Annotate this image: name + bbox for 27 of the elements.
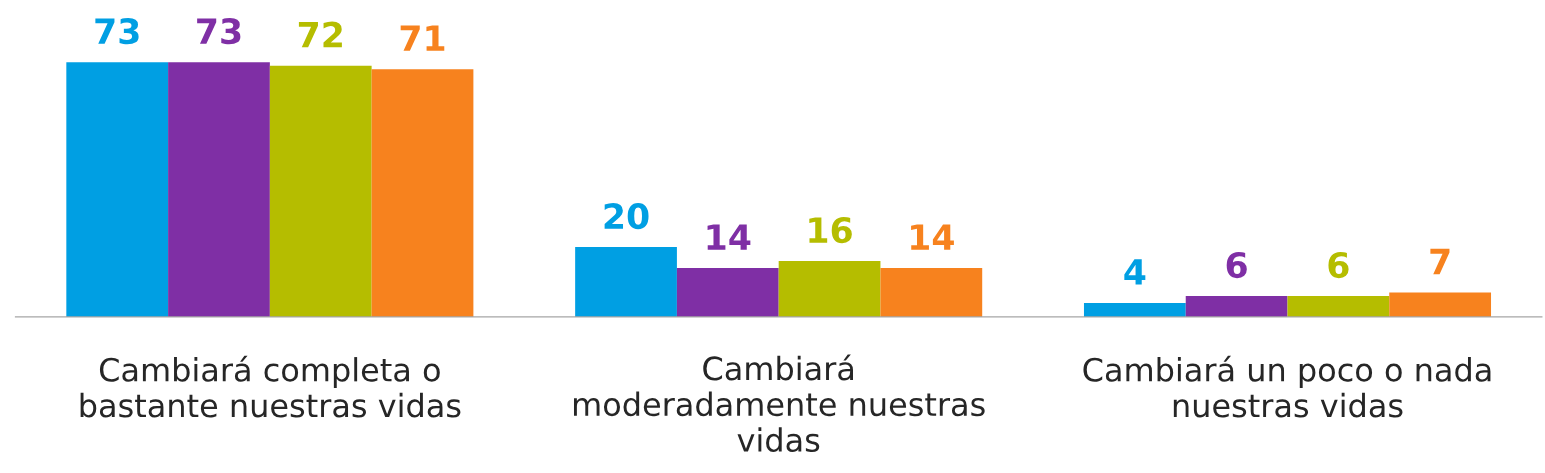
bar — [778, 261, 881, 317]
bar — [168, 62, 270, 317]
bar — [1287, 295, 1390, 317]
data-label: 14 — [707, 224, 751, 250]
bar — [66, 62, 169, 317]
data-label: 16 — [809, 217, 852, 244]
data-label: 14 — [911, 224, 954, 250]
data-label: 73 — [197, 18, 241, 45]
x-tick-label: Cambiará moderadamente nuestras vidas — [574, 354, 985, 453]
data-label: 6 — [1226, 251, 1247, 279]
data-label: 71 — [400, 25, 445, 51]
data-label: 73 — [95, 18, 139, 45]
bar — [880, 268, 983, 317]
data-label: 6 — [1328, 251, 1349, 279]
data-label: 4 — [1124, 259, 1146, 285]
data-label: 20 — [604, 203, 649, 230]
bar — [269, 65, 372, 317]
x-tick-label: Cambiará completa o bastante nuestras vidas — [80, 355, 461, 418]
bar — [371, 69, 474, 317]
bar — [1185, 295, 1288, 317]
bar — [1389, 292, 1492, 317]
bar — [1083, 302, 1186, 317]
x-tick-label: Cambiará un poco o nada nuestras vidas — [1083, 355, 1491, 418]
bar — [575, 247, 677, 317]
data-label: 7 — [1430, 248, 1450, 275]
data-label: 72 — [298, 21, 342, 48]
bar — [676, 268, 779, 317]
